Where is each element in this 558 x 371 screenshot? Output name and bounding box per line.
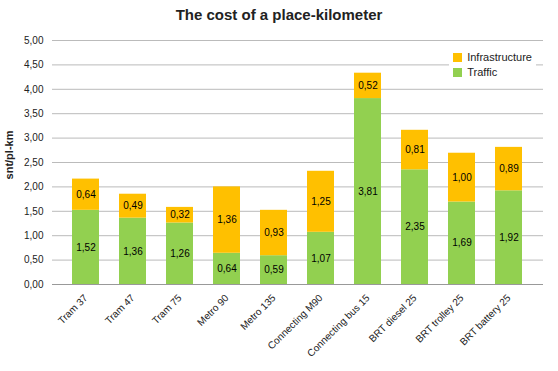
svg-text:Metro 135: Metro 135	[238, 292, 278, 332]
svg-text:1,52: 1,52	[76, 242, 96, 253]
svg-text:3,81: 3,81	[358, 186, 378, 197]
svg-text:Tram 75: Tram 75	[150, 292, 184, 326]
svg-text:3,00: 3,00	[24, 132, 44, 143]
svg-text:1,00: 1,00	[452, 172, 472, 183]
svg-text:0,52: 0,52	[358, 80, 378, 91]
svg-text:Tram 37: Tram 37	[56, 292, 90, 326]
svg-text:1,07: 1,07	[311, 253, 331, 264]
svg-text:3,50: 3,50	[24, 108, 44, 119]
svg-text:Connecting M90: Connecting M90	[265, 292, 325, 352]
svg-text:1,26: 1,26	[170, 248, 190, 259]
svg-text:5,00: 5,00	[24, 35, 44, 46]
svg-text:0,93: 0,93	[264, 227, 284, 238]
html-text:Traffic: Traffic	[467, 66, 498, 78]
html-text:The cost of a place-kilometer: The cost of a place-kilometer	[175, 6, 383, 23]
svg-text:1,36: 1,36	[217, 214, 237, 225]
svg-text:0,32: 0,32	[170, 209, 190, 220]
svg-text:1,25: 1,25	[311, 196, 331, 207]
svg-text:2,50: 2,50	[24, 157, 44, 168]
html-text:Infrastructure: Infrastructure	[467, 51, 532, 63]
svg-text:0,49: 0,49	[123, 200, 143, 211]
svg-text:1,69: 1,69	[452, 237, 472, 248]
svg-text:BRT battery 25: BRT battery 25	[458, 292, 513, 347]
svg-text:Tram 47: Tram 47	[103, 292, 137, 326]
svg-text:1,50: 1,50	[24, 206, 44, 217]
svg-text:2,35: 2,35	[405, 221, 425, 232]
svg-text:0,81: 0,81	[405, 144, 425, 155]
svg-text:0,89: 0,89	[499, 163, 519, 174]
svg-text:0,64: 0,64	[76, 189, 96, 200]
svg-text:0,50: 0,50	[24, 254, 44, 265]
html-text:snt/pl-km: snt/pl-km	[3, 130, 15, 180]
svg-text:1,00: 1,00	[24, 230, 44, 241]
svg-text:BRT trolley 25: BRT trolley 25	[413, 292, 466, 345]
svg-text:1,92: 1,92	[499, 232, 519, 243]
svg-text:Metro 90: Metro 90	[195, 292, 231, 328]
svg-text:4,00: 4,00	[24, 84, 44, 95]
svg-text:BRT diesel 25: BRT diesel 25	[367, 292, 419, 344]
svg-text:2,00: 2,00	[24, 181, 44, 192]
svg-text:1,36: 1,36	[123, 246, 143, 257]
svg-text:0,00: 0,00	[24, 279, 44, 290]
svg-text:4,50: 4,50	[24, 59, 44, 70]
svg-text:0,64: 0,64	[217, 263, 237, 274]
svg-text:Connecting bus 15: Connecting bus 15	[305, 292, 372, 359]
svg-text:0,59: 0,59	[264, 264, 284, 275]
